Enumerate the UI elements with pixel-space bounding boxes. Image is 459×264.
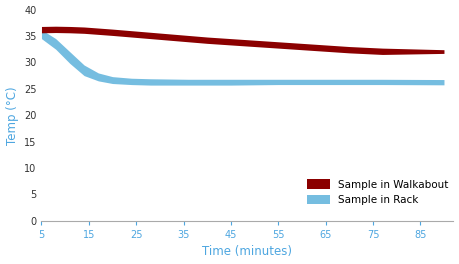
Legend: Sample in Walkabout, Sample in Rack: Sample in Walkabout, Sample in Rack xyxy=(307,180,448,205)
X-axis label: Time (minutes): Time (minutes) xyxy=(202,246,292,258)
Y-axis label: Temp (°C): Temp (°C) xyxy=(6,86,18,144)
